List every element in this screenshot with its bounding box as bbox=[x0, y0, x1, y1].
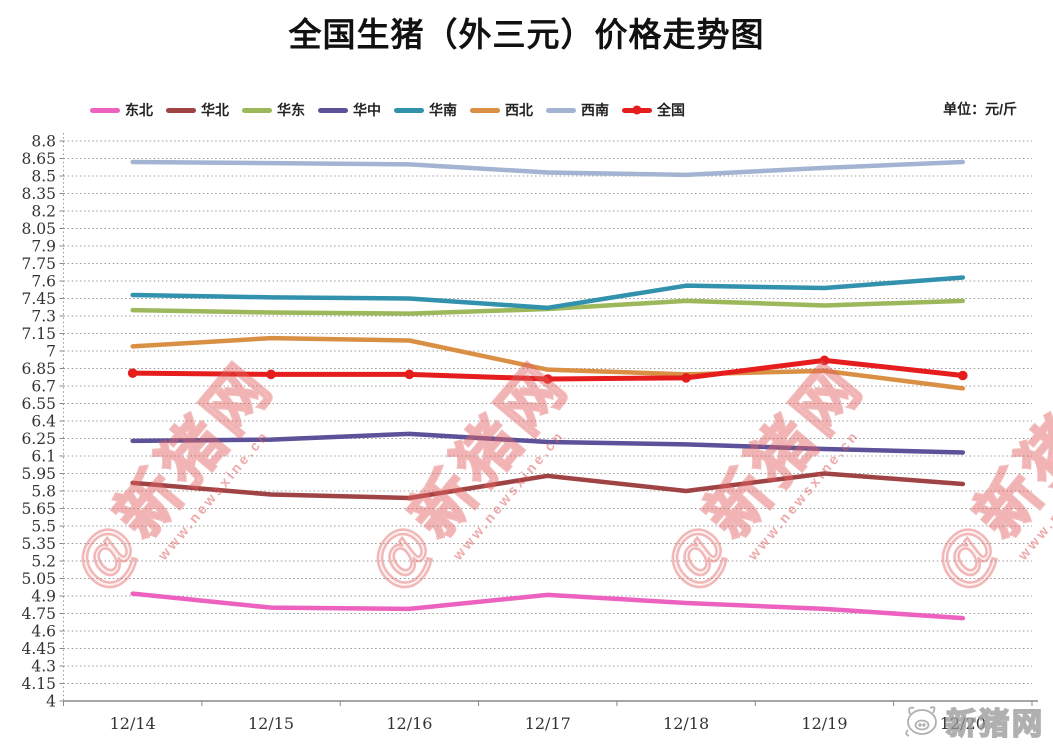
series-line-dongbei bbox=[130, 591, 966, 621]
x-tick-label: 12/18 bbox=[663, 714, 709, 733]
series-line-xinan bbox=[130, 159, 966, 178]
y-tick-label: 5.65 bbox=[21, 500, 56, 518]
gridlines bbox=[59, 140, 1032, 702]
y-tick-label: 4.15 bbox=[21, 675, 56, 693]
y-tick-label: 7.15 bbox=[21, 325, 56, 343]
data-point-marker bbox=[266, 369, 276, 380]
chart-title: 全国生猪（外三元）价格走势图 bbox=[288, 16, 765, 53]
y-tick-label: 4.3 bbox=[31, 658, 56, 676]
x-tick-label: 12/16 bbox=[386, 714, 432, 733]
y-tick-label: 6.4 bbox=[31, 413, 56, 431]
legend-item-xibei: 西北 bbox=[470, 100, 533, 120]
x-tick-label: 12/14 bbox=[110, 714, 156, 733]
legend-item-dongbei: 东北 bbox=[90, 100, 153, 120]
y-tick-label: 5.35 bbox=[21, 535, 56, 553]
y-tick-label: 5.95 bbox=[21, 465, 56, 483]
legend-label: 西南 bbox=[581, 102, 609, 118]
series-line-xibei bbox=[130, 335, 966, 391]
x-tick-label: 12/20 bbox=[940, 714, 986, 733]
legend-label: 东北 bbox=[125, 102, 153, 118]
x-tick-label: 12/19 bbox=[801, 714, 847, 733]
y-tick-label: 6.85 bbox=[21, 360, 56, 378]
legend-swatch-xibei bbox=[470, 107, 500, 113]
y-tick-label: 8.65 bbox=[21, 150, 56, 168]
y-tick-label: 8.8 bbox=[31, 133, 56, 151]
y-tick-label: 6.7 bbox=[31, 378, 56, 396]
legend-swatch-quanguo bbox=[622, 105, 652, 115]
y-tick-label: 4.6 bbox=[31, 623, 56, 641]
y-tick-label: 5.05 bbox=[21, 570, 56, 588]
y-tick-label: 8.5 bbox=[31, 168, 56, 186]
series-line-huazhong bbox=[130, 431, 966, 455]
y-tick-label: 5.2 bbox=[31, 553, 56, 571]
legend-swatch-huanan bbox=[394, 107, 424, 113]
y-tick-label: 4.9 bbox=[31, 588, 56, 606]
legend-label: 华中 bbox=[353, 102, 381, 118]
y-tick-label: 7.9 bbox=[31, 238, 56, 256]
data-point-marker bbox=[404, 369, 415, 380]
y-axis-labels: 8.88.658.58.358.28.057.97.757.67.457.37.… bbox=[21, 133, 56, 711]
x-axis-ticks bbox=[63, 701, 1033, 706]
y-tick-label: 8.05 bbox=[21, 220, 56, 238]
y-tick-label: 6.1 bbox=[31, 448, 56, 466]
legend-item-huadong: 华东 bbox=[242, 100, 305, 120]
legend-swatch-huabei bbox=[166, 107, 196, 113]
legend-item-quanguo: 全国 bbox=[622, 100, 685, 120]
series-line-huabei bbox=[130, 471, 966, 501]
legend-marker-dot bbox=[632, 105, 642, 115]
y-tick-label: 7.3 bbox=[31, 308, 56, 326]
legend-item-huanan: 华南 bbox=[394, 100, 457, 120]
y-tick-label: 7.6 bbox=[31, 273, 56, 291]
series-line-huanan bbox=[130, 275, 966, 311]
y-tick-label: 6.25 bbox=[21, 430, 56, 448]
y-tick-label: 4 bbox=[46, 693, 56, 711]
legend-swatch-dongbei bbox=[90, 107, 120, 113]
y-tick-label: 7.75 bbox=[21, 255, 56, 273]
y-tick-label: 7 bbox=[46, 343, 56, 361]
legend-label: 华北 bbox=[201, 102, 229, 118]
legend-item-huabei: 华北 bbox=[166, 100, 229, 120]
y-tick-label: 4.75 bbox=[21, 605, 56, 623]
x-axis-labels: 12/14 12/15 12/16 12/17 12/18 12/19 12/20 bbox=[110, 714, 986, 733]
data-point-marker bbox=[681, 373, 691, 383]
x-tick-label: 12/17 bbox=[525, 714, 571, 733]
legend-swatch-huadong bbox=[242, 107, 272, 113]
legend-label: 全国 bbox=[657, 102, 685, 118]
data-point-marker bbox=[542, 374, 553, 384]
legend-label: 华南 bbox=[429, 102, 457, 118]
legend: 东北 华北 华东 华中 华南 西北 西南 全国 bbox=[90, 100, 698, 120]
x-tick-label: 12/15 bbox=[248, 714, 294, 733]
y-tick-label: 6.55 bbox=[21, 395, 56, 413]
series-markers-quanguo bbox=[127, 355, 968, 384]
data-point-marker bbox=[819, 355, 830, 366]
y-tick-label: 4.45 bbox=[21, 640, 56, 658]
y-tick-label: 5.5 bbox=[31, 518, 56, 536]
data-point-marker bbox=[127, 368, 138, 378]
y-tick-label: 8.35 bbox=[21, 185, 56, 203]
legend-label: 华东 bbox=[277, 102, 305, 118]
legend-item-huazhong: 华中 bbox=[318, 100, 381, 120]
y-tick-label: 7.45 bbox=[21, 290, 56, 308]
legend-swatch-huazhong bbox=[318, 107, 348, 113]
unit-label: 单位：元/斤 bbox=[943, 101, 1017, 117]
legend-item-xinan: 西南 bbox=[546, 100, 609, 120]
y-tick-label: 8.2 bbox=[31, 203, 56, 221]
legend-swatch-xinan bbox=[546, 107, 576, 113]
legend-label: 西北 bbox=[505, 102, 533, 118]
y-tick-label: 5.8 bbox=[31, 483, 56, 501]
data-point-marker bbox=[958, 370, 968, 381]
